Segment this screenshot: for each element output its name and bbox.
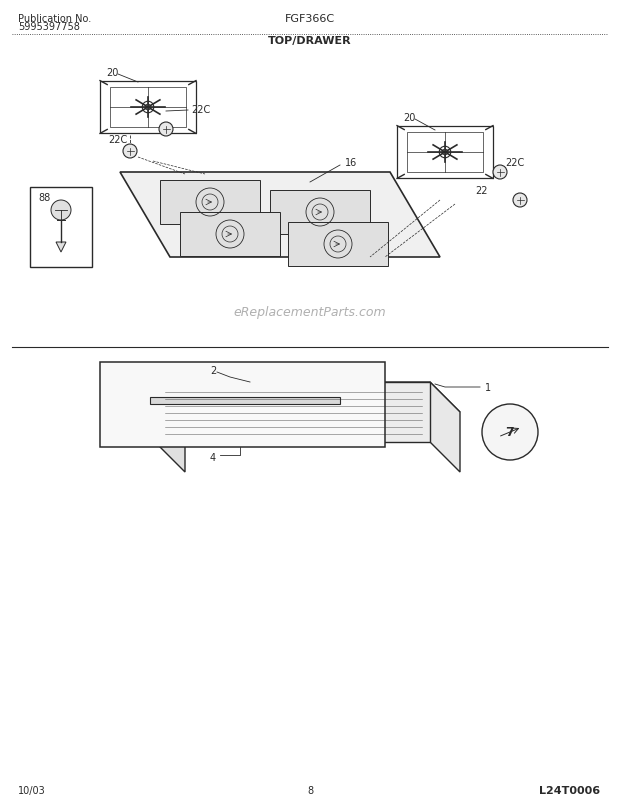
Circle shape: [123, 145, 137, 159]
Text: 4: 4: [210, 452, 216, 463]
Text: TOP/DRAWER: TOP/DRAWER: [268, 36, 352, 46]
Text: eReplacementParts.com: eReplacementParts.com: [234, 306, 386, 319]
Polygon shape: [288, 223, 388, 267]
Text: 22: 22: [475, 186, 487, 196]
Polygon shape: [100, 363, 385, 448]
Bar: [30, 188, 92, 268]
Polygon shape: [150, 398, 340, 404]
Polygon shape: [430, 383, 460, 472]
Text: 20: 20: [106, 68, 118, 78]
Text: Publication No.: Publication No.: [18, 14, 91, 24]
Text: 22C: 22C: [505, 158, 525, 168]
Circle shape: [482, 404, 538, 460]
Text: 5995397758: 5995397758: [18, 22, 80, 32]
Text: FGF366C: FGF366C: [285, 14, 335, 24]
Text: 8: 8: [307, 785, 313, 795]
Polygon shape: [155, 383, 460, 412]
Text: 22C: 22C: [191, 105, 210, 115]
Text: 22C: 22C: [108, 135, 127, 145]
Circle shape: [513, 194, 527, 208]
Circle shape: [51, 200, 71, 221]
Polygon shape: [270, 191, 370, 235]
Text: 16: 16: [345, 158, 357, 168]
Text: 20: 20: [403, 113, 415, 123]
Polygon shape: [155, 383, 430, 443]
Text: 7: 7: [506, 426, 515, 439]
Polygon shape: [160, 180, 260, 225]
Text: 10/03: 10/03: [18, 785, 46, 795]
Text: 88: 88: [38, 192, 50, 203]
Text: 1: 1: [485, 383, 491, 392]
Polygon shape: [180, 213, 280, 257]
Circle shape: [159, 123, 173, 137]
Polygon shape: [155, 383, 185, 472]
Polygon shape: [120, 172, 440, 257]
Text: L24T0006: L24T0006: [539, 785, 600, 795]
Circle shape: [493, 166, 507, 180]
Polygon shape: [56, 243, 66, 253]
Text: 2: 2: [210, 366, 216, 375]
